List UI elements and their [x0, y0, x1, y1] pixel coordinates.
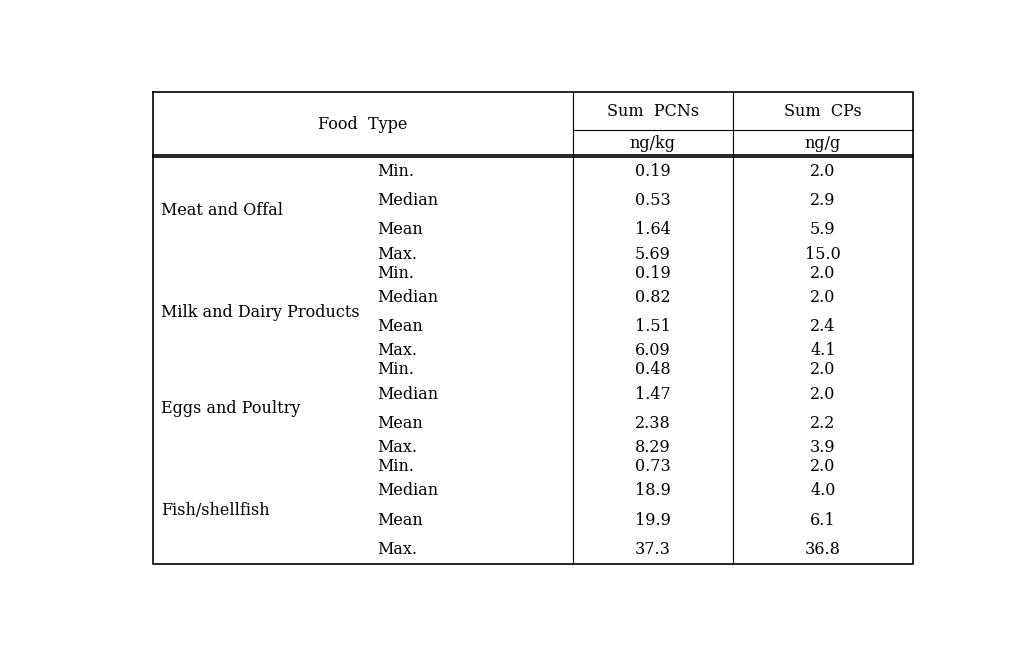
Text: 1.64: 1.64: [635, 221, 671, 239]
Text: 36.8: 36.8: [805, 541, 841, 558]
Text: Fish/shellfish: Fish/shellfish: [161, 502, 269, 519]
Text: Median: Median: [377, 289, 438, 306]
Text: 0.73: 0.73: [635, 458, 671, 475]
Text: Median: Median: [377, 192, 438, 209]
Text: Mean: Mean: [377, 415, 423, 432]
Text: 0.82: 0.82: [635, 289, 671, 306]
Text: Milk and Dairy Products: Milk and Dairy Products: [161, 304, 359, 321]
Text: Max.: Max.: [377, 541, 417, 558]
Text: 4.1: 4.1: [810, 342, 836, 359]
Text: 2.0: 2.0: [810, 361, 836, 379]
Text: Min.: Min.: [377, 264, 414, 282]
Text: 2.9: 2.9: [810, 192, 836, 209]
Text: 0.19: 0.19: [635, 264, 671, 282]
Text: Max.: Max.: [377, 246, 417, 263]
Text: 2.38: 2.38: [635, 415, 671, 432]
Text: 19.9: 19.9: [635, 511, 671, 529]
Text: Min.: Min.: [377, 458, 414, 475]
Text: 5.69: 5.69: [635, 246, 671, 263]
Text: Min.: Min.: [377, 163, 414, 180]
Text: Median: Median: [377, 482, 438, 499]
Text: 2.2: 2.2: [810, 415, 836, 432]
Text: 0.48: 0.48: [635, 361, 671, 379]
Text: 5.9: 5.9: [810, 221, 836, 239]
Text: 0.19: 0.19: [635, 163, 671, 180]
Text: Sum  PCNs: Sum PCNs: [607, 103, 699, 120]
Text: 2.0: 2.0: [810, 264, 836, 282]
Text: 2.0: 2.0: [810, 163, 836, 180]
Text: 2.0: 2.0: [810, 289, 836, 306]
Text: 2.0: 2.0: [810, 386, 836, 402]
Text: 0.53: 0.53: [635, 192, 671, 209]
Text: ng/kg: ng/kg: [630, 135, 676, 152]
Text: Mean: Mean: [377, 318, 423, 335]
Text: Meat and Offal: Meat and Offal: [161, 202, 283, 219]
Text: Mean: Mean: [377, 221, 423, 239]
Text: Eggs and Poultry: Eggs and Poultry: [161, 401, 300, 417]
Text: 2.0: 2.0: [810, 458, 836, 475]
Text: 4.0: 4.0: [810, 482, 836, 499]
Text: Mean: Mean: [377, 511, 423, 529]
Text: 2.4: 2.4: [810, 318, 836, 335]
Text: 6.1: 6.1: [810, 511, 836, 529]
Text: 8.29: 8.29: [635, 439, 671, 456]
Text: Median: Median: [377, 386, 438, 402]
Text: 6.09: 6.09: [635, 342, 671, 359]
Text: Sum  CPs: Sum CPs: [784, 103, 862, 120]
Text: 18.9: 18.9: [635, 482, 671, 499]
Text: Min.: Min.: [377, 361, 414, 379]
Text: 1.47: 1.47: [635, 386, 671, 402]
Text: 1.51: 1.51: [635, 318, 671, 335]
Text: ng/g: ng/g: [805, 135, 841, 152]
Text: 37.3: 37.3: [635, 541, 671, 558]
Text: Max.: Max.: [377, 439, 417, 456]
Text: 3.9: 3.9: [810, 439, 836, 456]
Text: Food  Type: Food Type: [318, 116, 408, 133]
Text: 15.0: 15.0: [805, 246, 841, 263]
Text: Max.: Max.: [377, 342, 417, 359]
